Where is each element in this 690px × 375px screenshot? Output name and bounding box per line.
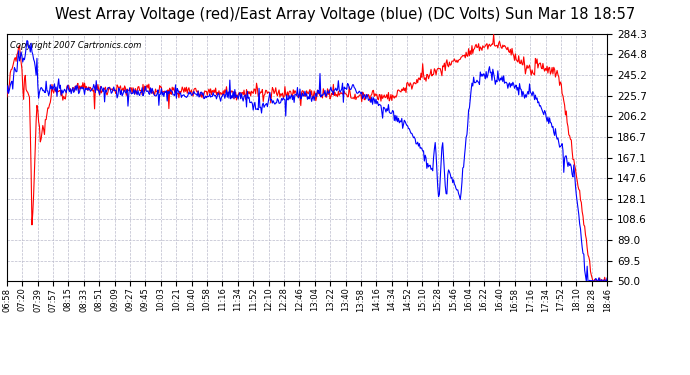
Text: West Array Voltage (red)/East Array Voltage (blue) (DC Volts) Sun Mar 18 18:57: West Array Voltage (red)/East Array Volt… [55, 8, 635, 22]
Text: Copyright 2007 Cartronics.com: Copyright 2007 Cartronics.com [10, 41, 141, 50]
